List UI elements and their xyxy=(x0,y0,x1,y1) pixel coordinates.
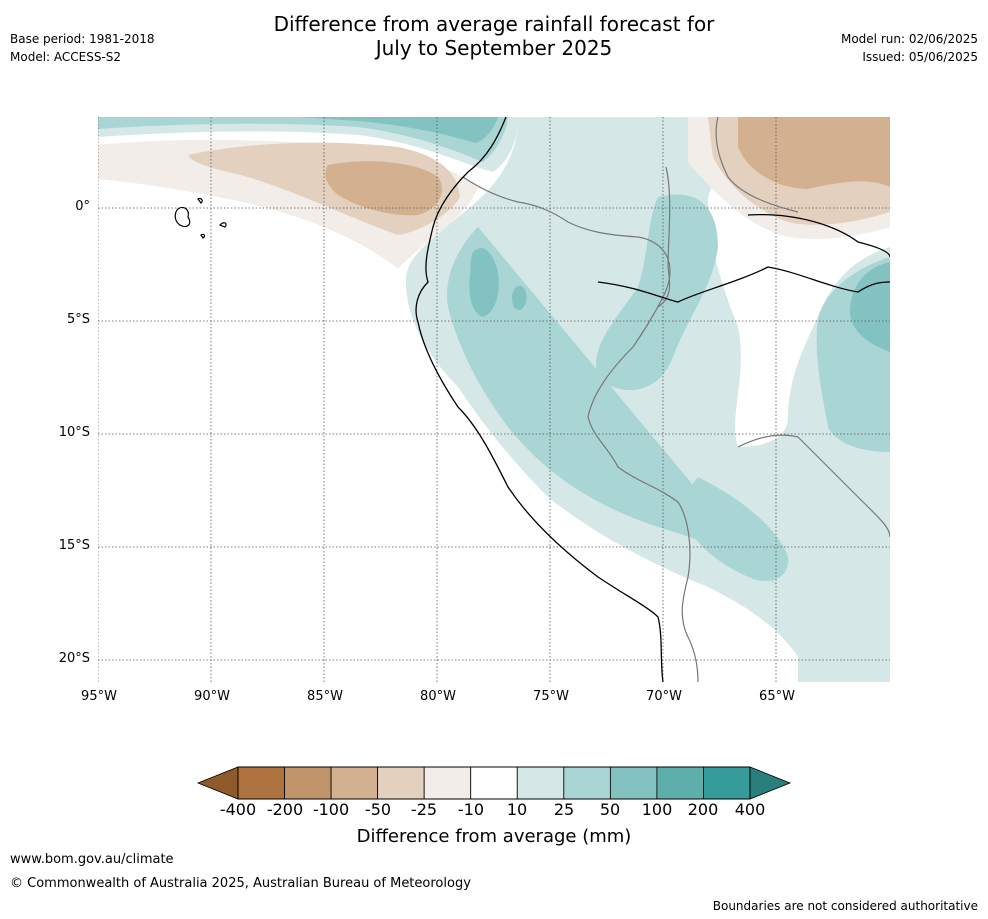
colorbar-label-2: -100 xyxy=(312,800,350,819)
country-boundaries xyxy=(462,117,890,682)
lat-label-0: 0° xyxy=(75,199,90,214)
wet-patch-small xyxy=(512,285,527,310)
footer-disclaimer: Boundaries are not considered authoritat… xyxy=(712,899,978,913)
lon-label-70w: 70°W xyxy=(646,689,682,704)
lat-label-5s: 5°S xyxy=(66,312,90,327)
metadata-right: Model run: 02/06/2025 Issued: 05/06/2025 xyxy=(841,30,978,66)
colorbar-label-7: 25 xyxy=(553,800,575,819)
galapagos-islands xyxy=(174,197,227,239)
colorbar-box xyxy=(656,766,704,800)
colorbar-label-5: -10 xyxy=(457,800,485,819)
rainfall-map xyxy=(98,117,890,682)
footer-copyright: © Commonwealth of Australia 2025, Austra… xyxy=(10,876,471,891)
metadata-left: Base period: 1981-2018 Model: ACCESS-S2 xyxy=(10,30,155,66)
colorbar-label-9: 100 xyxy=(641,800,673,819)
lat-label-10s: 10°S xyxy=(58,425,90,440)
colorbar-box xyxy=(563,766,611,800)
colorbar-box xyxy=(237,766,285,800)
base-period-text: Base period: 1981-2018 xyxy=(10,32,155,46)
lon-label-75w: 75°W xyxy=(533,689,569,704)
colorbar-frame xyxy=(237,766,751,800)
model-text: Model: ACCESS-S2 xyxy=(10,50,122,64)
lon-label-95w: 95°W xyxy=(81,689,117,704)
colorbar-boxes xyxy=(196,766,792,800)
colorbar-label-10: 200 xyxy=(687,800,719,819)
coastline xyxy=(415,117,890,682)
graticule xyxy=(98,117,890,682)
lat-label-20s: 20°S xyxy=(58,651,90,666)
lat-label-15s: 15°S xyxy=(58,538,90,553)
colorbar-arrow-high xyxy=(749,766,792,800)
footer-url: www.bom.gov.au/climate xyxy=(10,852,174,867)
colorbar-box xyxy=(703,766,751,800)
colorbar-box xyxy=(423,766,472,800)
wet-region-south xyxy=(686,477,789,581)
wet-band-north-core xyxy=(298,117,498,143)
dry-core xyxy=(325,161,442,216)
colorbar-arrow-low xyxy=(196,766,239,800)
colorbar-box xyxy=(470,766,518,800)
wet-region-east-core xyxy=(849,262,890,352)
colorbar-label-6: 10 xyxy=(506,800,528,819)
map-title: Difference from average rainfall forecas… xyxy=(0,12,988,60)
colorbar-label-1: -200 xyxy=(266,800,304,819)
colorbar-label-0: -400 xyxy=(219,800,257,819)
lon-label-85w: 85°W xyxy=(307,689,343,704)
wet-patch-amazon xyxy=(469,248,499,317)
colorbar-box xyxy=(330,766,379,800)
wet-region-east-inner xyxy=(596,194,718,391)
colorbar-label-3: -50 xyxy=(364,800,392,819)
title-line-2: July to September 2025 xyxy=(375,36,613,60)
colorbar-label-8: 50 xyxy=(599,800,621,819)
colorbar-box xyxy=(284,766,332,800)
colorbar xyxy=(196,766,792,800)
colorbar-box xyxy=(377,766,425,800)
colorbar-title: Difference from average (mm) xyxy=(356,826,632,847)
colorbar-label-11: 400 xyxy=(734,800,766,819)
title-line-1: Difference from average rainfall forecas… xyxy=(273,12,715,36)
colorbar-box xyxy=(516,766,565,800)
colorbar-box xyxy=(609,766,658,800)
issued-text: Issued: 05/06/2025 xyxy=(862,50,978,64)
lon-label-65w: 65°W xyxy=(759,689,795,704)
model-run-text: Model run: 02/06/2025 xyxy=(840,32,978,46)
lon-label-80w: 80°W xyxy=(420,689,456,704)
wet-band-north-inner xyxy=(98,117,508,162)
colorbar-label-4: -25 xyxy=(410,800,438,819)
lon-label-90w: 90°W xyxy=(194,689,230,704)
